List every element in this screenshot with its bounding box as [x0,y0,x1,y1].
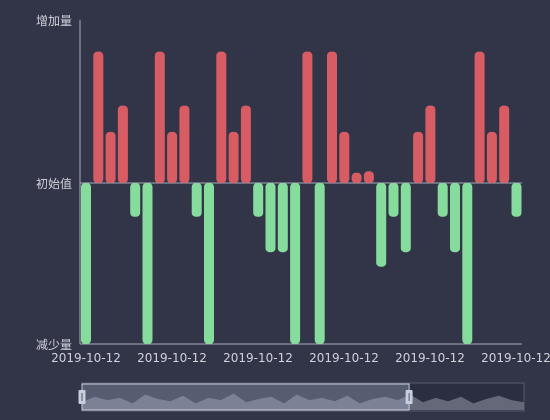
datazoom-slider[interactable] [78,382,525,412]
bar-decrease[interactable] [81,183,91,344]
bar-increase[interactable] [93,51,104,183]
bar-increase[interactable] [351,172,362,183]
bar-increase[interactable] [413,131,424,183]
bar-decrease[interactable] [376,183,387,267]
bar-increase[interactable] [363,171,374,183]
bar-increase[interactable] [474,51,485,183]
y-label-decrease: 减少量 [36,338,72,352]
x-tick-label: 2019-10-12 [309,351,379,365]
datazoom-overview-area [82,393,524,410]
x-tick-label: 2019-10-12 [481,351,550,365]
bar-decrease[interactable] [400,183,411,253]
x-tick-label: 2019-10-12 [137,351,207,365]
bar-increase[interactable] [117,105,128,183]
bar-decrease[interactable] [462,183,473,344]
x-tick-label: 2019-10-12 [51,351,121,365]
x-tick-label: 2019-10-12 [223,351,293,365]
bar-increase[interactable] [302,51,313,183]
bar-increase[interactable] [216,51,227,183]
datazoom-window[interactable] [81,383,410,411]
bar-increase[interactable] [167,131,178,183]
bar-increase[interactable] [179,105,190,183]
bar-decrease[interactable] [191,183,202,217]
bar-decrease[interactable] [204,183,214,344]
bar-decrease[interactable] [142,183,153,344]
y-label-increase: 增加量 [36,14,72,28]
bar-decrease[interactable] [314,183,325,344]
bar-decrease[interactable] [290,183,301,344]
bar-decrease[interactable] [277,183,288,253]
datazoom-left-handle[interactable] [78,390,86,404]
bars-group [81,51,522,344]
bar-decrease[interactable] [253,183,264,217]
bar-increase[interactable] [327,51,337,183]
bar-decrease[interactable] [388,183,399,217]
y-label-initial: 初始值 [36,176,72,191]
axis-layer [79,20,522,345]
bar-increase[interactable] [339,131,350,183]
bar-increase[interactable] [240,105,251,183]
bar-decrease[interactable] [511,183,522,217]
bar-increase[interactable] [105,131,116,183]
bar-increase[interactable] [228,131,239,183]
datazoom-right-handle[interactable] [405,390,413,404]
bar-increase[interactable] [499,105,510,183]
x-tick-labels: 2019-10-12 2019-10-12 2019-10-12 2019-10-12… [51,351,550,365]
bar-increase[interactable] [425,105,436,183]
x-tick-label: 2019-10-12 [395,351,465,365]
bar-increase[interactable] [486,131,497,183]
bar-decrease[interactable] [437,183,448,217]
bar-decrease[interactable] [450,183,460,253]
bar-increase[interactable] [154,51,165,183]
bar-decrease[interactable] [265,183,276,253]
bar-decrease[interactable] [130,183,141,217]
